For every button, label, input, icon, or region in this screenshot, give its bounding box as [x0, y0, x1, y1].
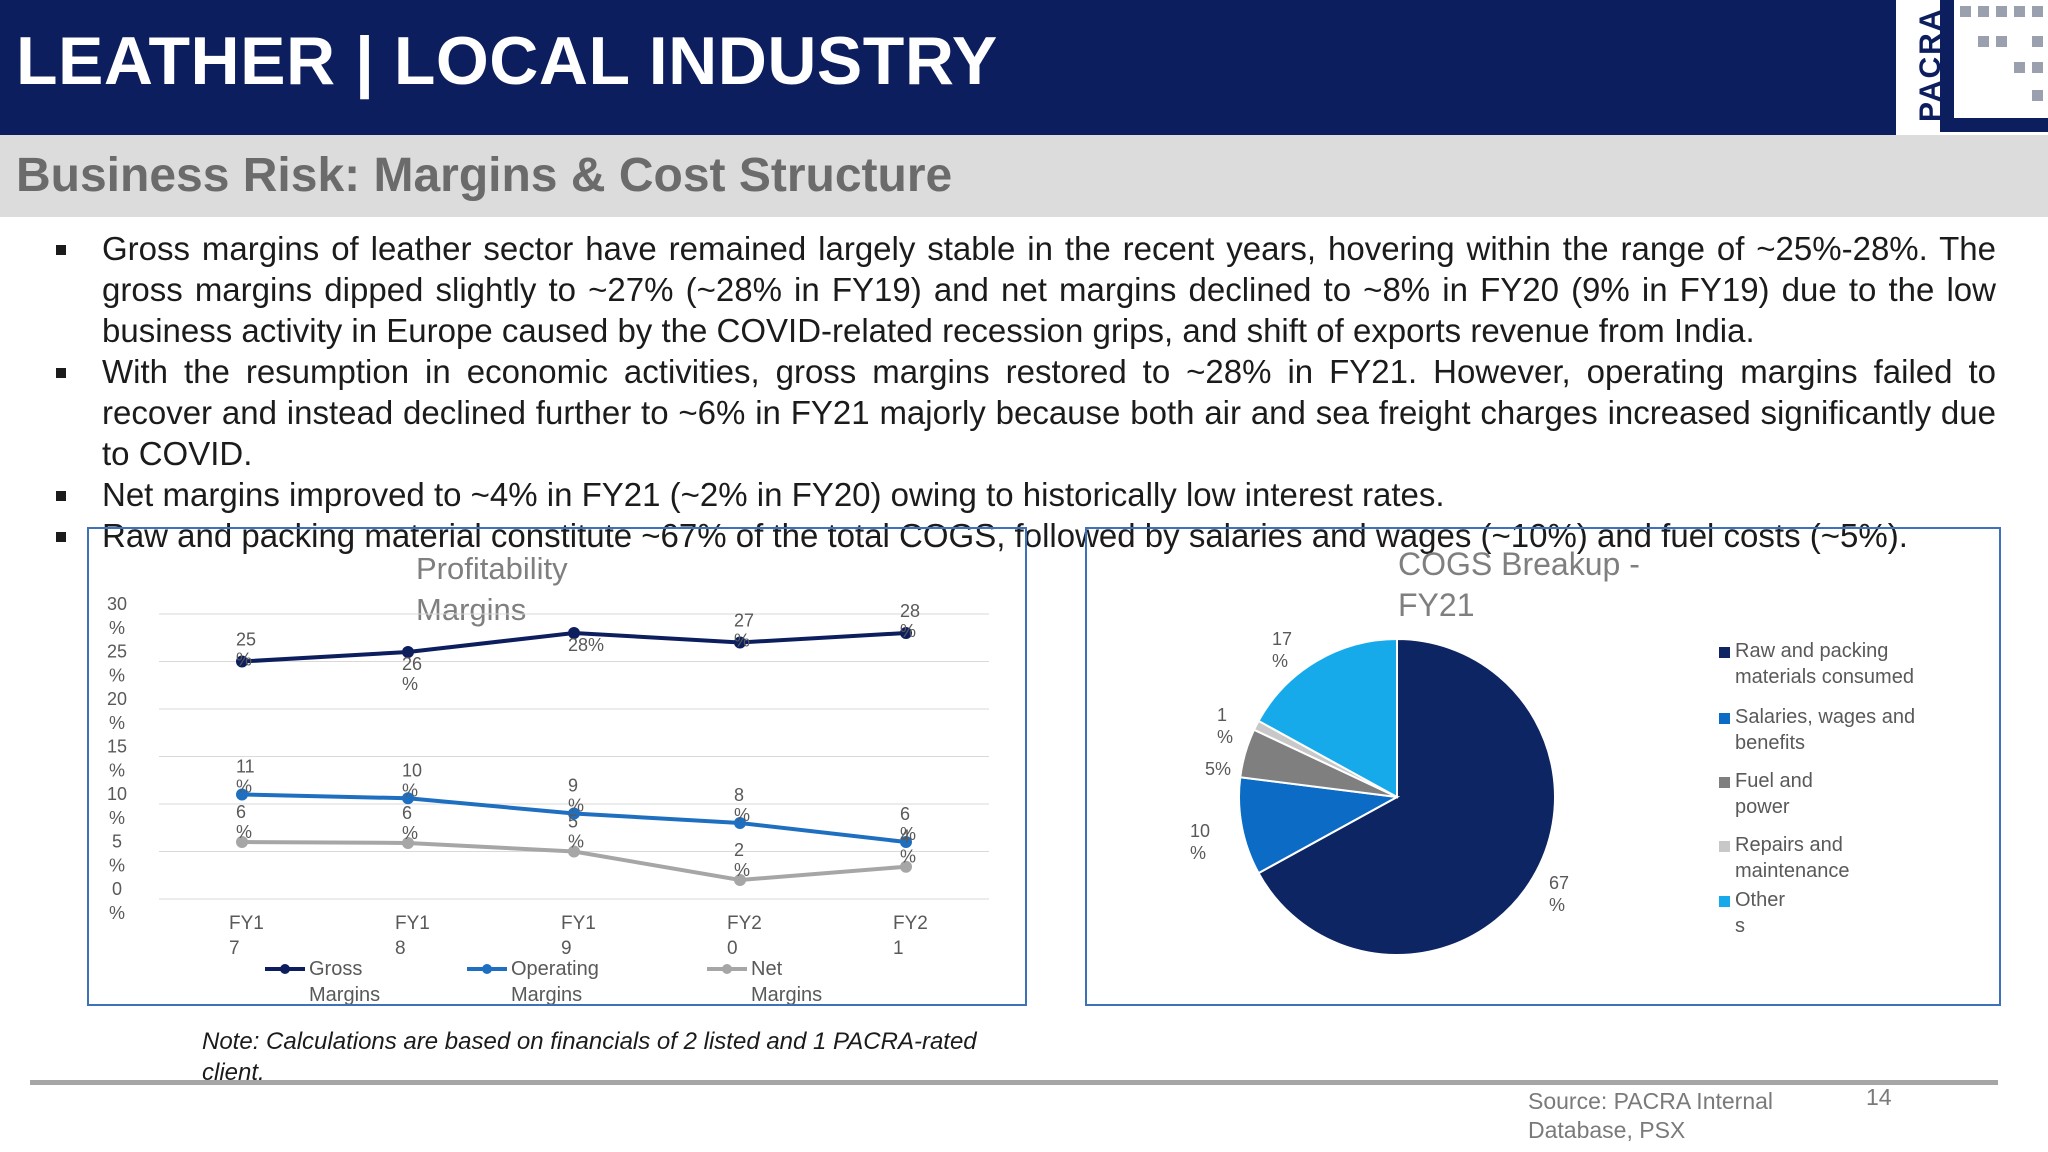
- logo-bracket: [1940, 0, 2048, 132]
- legend-label-other: Other s: [1735, 889, 1785, 937]
- legend-swatch-salaries: [1719, 713, 1730, 724]
- data-label-net: 6%: [402, 803, 418, 843]
- y-tick-label: 15%: [107, 737, 127, 781]
- legend-swatch-repairs: [1719, 841, 1730, 852]
- cogs-chart-box: COGS Breakup -FY21 67% 10% 5% 1% 17% Raw and p…: [1085, 527, 2001, 1006]
- chart-title: Profitability Margins: [416, 551, 568, 627]
- data-point-operating: [900, 836, 912, 848]
- slice-label-repairs: 1%: [1217, 705, 1233, 747]
- pie-slice-salaries: [1238, 776, 1401, 875]
- data-point-net: [402, 836, 414, 849]
- data-point-operating: [402, 792, 414, 805]
- data-label-gross: 28%: [568, 635, 604, 655]
- data-point-gross: [734, 636, 746, 649]
- data-label-net: 6%: [236, 802, 252, 842]
- pie-slice-raw: [1257, 637, 1556, 956]
- legend-label-repairs: Repairs and maintenance: [1735, 834, 1850, 882]
- legend-swatch-raw: [1719, 647, 1730, 658]
- y-tick-label: 0%: [109, 879, 125, 923]
- page-number: 14: [1866, 1084, 1892, 1110]
- page-title: LEATHER | LOCAL INDUSTRY: [16, 23, 998, 99]
- bullet-item: Gross margins of leather sector have rem…: [52, 228, 1996, 351]
- legend-label-net: Net Margins: [751, 958, 822, 1004]
- legend-marker-net: [722, 964, 732, 974]
- y-tick-label: 30%: [107, 594, 127, 638]
- logo-squares: [1960, 6, 2043, 101]
- legend-marker-gross: [280, 964, 290, 974]
- legend-swatch-other: [1719, 896, 1730, 907]
- y-tick-label: 10%: [107, 784, 127, 828]
- data-label-gross: 25%: [236, 630, 256, 670]
- x-tick-label: FY1 8: [395, 913, 430, 959]
- x-tick-label: FY2 0: [727, 913, 762, 959]
- y-tick-label: 20%: [107, 689, 127, 733]
- data-label-operating: 8%: [734, 785, 750, 825]
- legend-label-raw: Raw and packing materials consumed: [1735, 640, 1914, 688]
- cogs-pie-chart: COGS Breakup -FY21 67 % 10 % 5% 1 % 17% Raw and p…: [1190, 546, 1915, 956]
- data-point-net: [236, 836, 248, 848]
- slice-label-fuel: 5%: [1205, 759, 1231, 779]
- data-point-gross: [236, 655, 248, 668]
- legend-swatch-fuel: [1719, 777, 1730, 788]
- bullet-item: With the resumption in economic activiti…: [52, 351, 1996, 474]
- data-label-net: 2%: [734, 840, 750, 880]
- data-point-operating: [236, 788, 248, 801]
- logo-mark: [1940, 0, 2048, 132]
- data-label-operating: 10%: [402, 760, 422, 800]
- data-point-operating: [734, 817, 746, 829]
- slice-label-raw: 67%: [1549, 873, 1569, 915]
- data-label-operating: 11%: [236, 757, 255, 797]
- data-point-gross: [568, 627, 580, 639]
- x-tick-label: FY2 1: [893, 913, 928, 959]
- source-note: Source: PACRA Internal Database, PSX: [1528, 1087, 1828, 1145]
- profitability-chart-box: Profitability Margins 30% 25% 20% 15% 10% 5% 0% F…: [87, 527, 1027, 1006]
- x-tick-label: FY1 7: [229, 913, 264, 959]
- data-point-gross: [900, 627, 912, 639]
- slice-label-other: 17%: [1272, 629, 1292, 671]
- title-bar: LEATHER | LOCAL INDUSTRY PACRA: [0, 0, 2048, 135]
- data-label-net: 4%: [900, 827, 916, 867]
- chart-title: COGS Breakup -FY21: [1398, 546, 1640, 623]
- data-point-net: [734, 874, 746, 886]
- footer-rule: [30, 1080, 1998, 1085]
- pie-slice-other: [1257, 637, 1398, 799]
- y-tick-label: 25%: [107, 642, 127, 686]
- data-point-gross: [402, 646, 414, 658]
- legend-label-fuel: Fuel and power: [1735, 770, 1813, 818]
- legend-label-operating: Operating Margins: [511, 958, 599, 1004]
- data-point-operating: [568, 807, 580, 820]
- y-tick-label: 5%: [109, 832, 125, 876]
- source-line: Database, PSX: [1528, 1117, 1686, 1143]
- data-label-net: 5%: [568, 812, 584, 852]
- bullet-item: Net margins improved to ~4% in FY21 (~2%…: [52, 474, 1996, 515]
- data-label-gross: 27%: [734, 611, 754, 651]
- bullet-item: Raw and packing material constitute ~67%…: [52, 515, 1996, 556]
- section-title: Business Risk: Margins & Cost Structure: [16, 149, 953, 202]
- data-point-net: [568, 845, 580, 858]
- legend-label-gross: Gross Margins: [309, 958, 380, 1004]
- source-line: Source: PACRA Internal: [1528, 1088, 1774, 1114]
- bullet-list: Gross margins of leather sector have rem…: [52, 228, 1996, 556]
- calculation-note: Note: Calculations are based on financia…: [202, 1028, 977, 1086]
- slice-label-salaries: 10%: [1190, 821, 1210, 863]
- data-point-net: [900, 860, 912, 873]
- data-label-gross: 28%: [900, 601, 920, 641]
- legend-marker-operating: [482, 964, 492, 974]
- section-bar: Business Risk: Margins & Cost Structure: [0, 135, 2048, 217]
- data-label-operating: 9%: [568, 776, 584, 816]
- x-tick-label: FY1 9: [561, 913, 596, 959]
- data-label-gross: 26%: [402, 654, 422, 694]
- legend-label-salaries: Salaries, wages and benefits: [1735, 706, 1915, 754]
- data-label-operating: 6%: [900, 804, 916, 844]
- pacra-logo: PACRA: [1896, 0, 2048, 135]
